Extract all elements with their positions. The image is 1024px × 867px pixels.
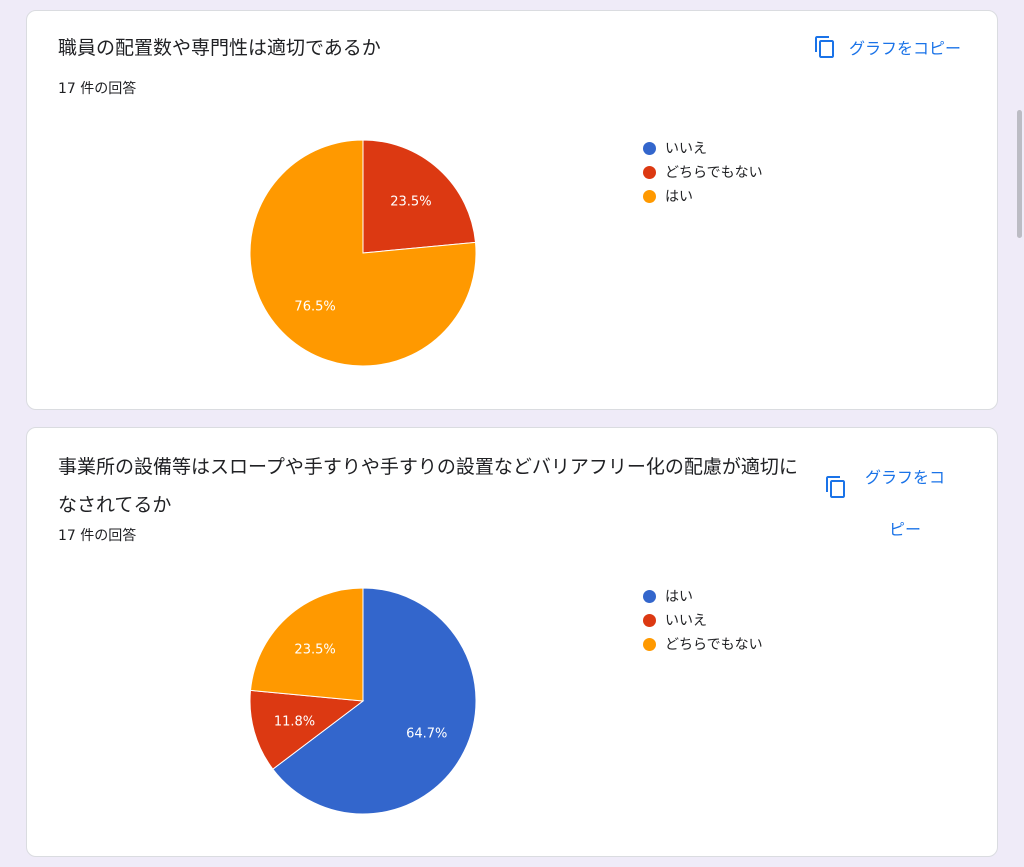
- question-title: 事業所の設備等はスロープや手すりや手すりの設置などバリアフリー化の配慮が適切にな…: [58, 456, 798, 516]
- pie-slice-2[interactable]: [249, 689, 365, 770]
- legend-label: どちらでもない: [665, 165, 763, 181]
- legend-item[interactable]: はい: [643, 184, 763, 208]
- legend-swatch: [643, 637, 656, 651]
- legend-label: はい: [665, 589, 693, 605]
- pie-chart: 23.5% 76.5%: [249, 139, 477, 367]
- legend-label: いいえ: [665, 141, 707, 157]
- slice-data-label: 23.5%: [390, 194, 431, 209]
- pie-slice-2[interactable]: [362, 139, 477, 254]
- pie-chart: 64.7% 11.8% 23.5%: [249, 587, 477, 815]
- chart-card-staffing: 職員の配置数や専門性は適切であるか 17 件の回答 グラフをコピー 23.5% 7…: [26, 10, 998, 410]
- pie-slice-3[interactable]: [249, 587, 364, 702]
- response-count: 17 件の回答: [58, 81, 137, 97]
- legend-item[interactable]: はい: [643, 584, 763, 608]
- copy-chart-button[interactable]: グラフをコピー: [813, 35, 961, 59]
- legend-swatch: [643, 613, 656, 627]
- legend-swatch: [643, 165, 656, 179]
- legend-label: いいえ: [665, 613, 707, 629]
- legend-swatch: [643, 189, 656, 203]
- copy-icon: [826, 476, 845, 498]
- legend-label: はい: [665, 189, 693, 205]
- legend-label: どちらでもない: [665, 637, 763, 653]
- slice-data-label: 23.5%: [294, 642, 335, 657]
- slice-data-label: 76.5%: [294, 300, 335, 315]
- legend-item[interactable]: いいえ: [643, 608, 763, 632]
- pie-slice-1[interactable]: [272, 587, 477, 815]
- question-title: 職員の配置数や専門性は適切であるか: [58, 37, 381, 59]
- response-count: 17 件の回答: [58, 528, 137, 544]
- copy-chart-label: グラフをコピー: [848, 39, 961, 58]
- legend-item[interactable]: どちらでもない: [643, 632, 763, 656]
- legend-swatch: [643, 589, 656, 603]
- legend-swatch: [643, 141, 656, 155]
- chart-legend: いいえどちらでもない はい: [643, 136, 763, 208]
- pie-slice-3[interactable]: [249, 139, 477, 367]
- chart-card-accessibility: 事業所の設備等はスロープや手すりや手すりの設置などバリアフリー化の配慮が適切にな…: [26, 427, 998, 857]
- legend-item[interactable]: いいえ: [643, 136, 763, 160]
- copy-icon: [814, 36, 834, 58]
- slice-data-label: 64.7%: [406, 727, 447, 742]
- legend-item[interactable]: どちらでもない: [643, 160, 763, 184]
- page-scrollbar[interactable]: [1017, 110, 1022, 238]
- copy-chart-button[interactable]: グラフをコピー: [817, 452, 957, 539]
- copy-chart-label: グラフをコピー: [864, 468, 945, 539]
- chart-legend: はいいいえどちらでもない: [643, 584, 763, 656]
- slice-data-label: 11.8%: [274, 714, 315, 729]
